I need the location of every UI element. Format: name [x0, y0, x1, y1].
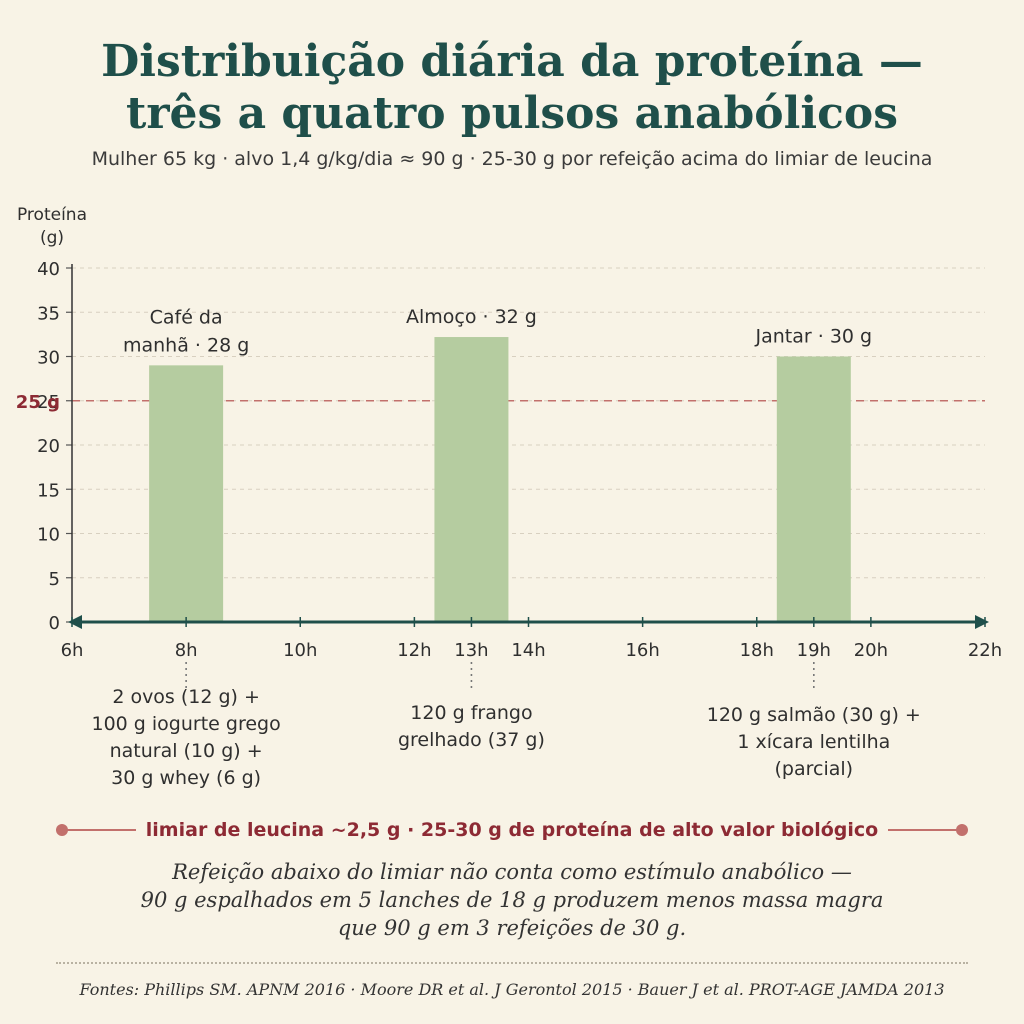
- food-list: 120 g frango grelhado (37 g): [356, 700, 586, 754]
- food-item: 100 g iogurte grego: [91, 713, 281, 735]
- sources-citation: Fontes: Phillips SM. APNM 2016 · Moore D…: [79, 980, 945, 999]
- x-tick-label: 10h: [283, 640, 317, 661]
- y-tick-label: 0: [49, 613, 60, 634]
- bar: [434, 337, 509, 622]
- food-item: 120 g frango: [410, 702, 533, 724]
- food-item: 1 xícara lentilha: [737, 731, 891, 753]
- chart-title-line-1: Distribuição diária da proteína —: [101, 36, 923, 87]
- bar-label: manhã · 28 g: [123, 334, 249, 356]
- footnote-line: Refeição abaixo do limiar não conta como…: [172, 860, 852, 884]
- food-item: 30 g whey (6 g): [111, 767, 262, 789]
- footnote-line: 90 g espalhados em 5 lanches de 18 g pro…: [140, 888, 884, 912]
- y-tick-label: 25: [37, 392, 60, 413]
- bar-label: Café da: [150, 306, 223, 328]
- x-tick-label: 22h: [968, 640, 1002, 661]
- bar: [149, 365, 224, 622]
- y-axis-label-unit: (g): [40, 228, 64, 248]
- y-tick-label: 10: [37, 525, 60, 546]
- x-tick-label: 18h: [740, 640, 774, 661]
- chart-subtitle: Mulher 65 kg · alvo 1,4 g/kg/dia ≈ 90 g …: [91, 148, 933, 170]
- x-axis-left-arrow: [68, 615, 82, 629]
- x-tick-label: 12h: [397, 640, 431, 661]
- food-list: 2 ovos (12 g) + 100 g iogurte grego natura…: [71, 684, 301, 792]
- banner-right-dot: [956, 824, 968, 836]
- x-tick-label: 16h: [625, 640, 659, 661]
- food-item: (parcial): [774, 758, 854, 780]
- footnote-text: Refeição abaixo do limiar não conta como…: [0, 858, 1024, 942]
- x-tick-label: 13h: [454, 640, 488, 661]
- protein-bar-chart: Proteína (g) 0 5 10 15 20 25 30 35 40 25 g Café da ma…: [16, 205, 1002, 692]
- y-tick-label: 40: [37, 259, 60, 280]
- dotted-separator: [56, 962, 968, 964]
- food-item: 2 ovos (12 g) +: [112, 686, 260, 708]
- food-item: 120 g salmão (30 g) +: [706, 704, 921, 726]
- x-tick-label: 6h: [61, 640, 84, 661]
- food-list: 120 g salmão (30 g) + 1 xícara lentilha (p…: [699, 702, 929, 783]
- x-axis-right-arrow: [975, 615, 989, 629]
- y-tick-label: 20: [37, 436, 60, 457]
- bar-label: Almoço · 32 g: [406, 306, 537, 328]
- y-tick-label: 35: [37, 303, 60, 324]
- footnote-line: que 90 g em 3 refeições de 30 g.: [337, 916, 687, 940]
- food-item: grelhado (37 g): [397, 729, 545, 751]
- y-tick-label: 15: [37, 480, 60, 501]
- y-tick-label: 5: [49, 569, 60, 590]
- x-tick-label: 19h: [797, 640, 831, 661]
- y-tick-label: 30: [37, 348, 60, 369]
- bar: [776, 356, 851, 622]
- bar-label: Jantar · 30 g: [755, 326, 873, 348]
- chart-title-line-2: três a quatro pulsos anabólicos: [126, 88, 898, 139]
- leucine-threshold-label: limiar de leucina ~2,5 g · 25-30 g de pr…: [135, 819, 889, 841]
- y-axis-label: Proteína: [17, 205, 87, 225]
- x-tick-label: 20h: [854, 640, 888, 661]
- leucine-threshold-banner: limiar de leucina ~2,5 g · 25-30 g de pr…: [56, 816, 968, 844]
- x-tick-label: 8h: [175, 640, 198, 661]
- food-item: natural (10 g) +: [109, 740, 263, 762]
- x-tick-label: 14h: [511, 640, 545, 661]
- threshold-label: 25 g: [16, 392, 60, 413]
